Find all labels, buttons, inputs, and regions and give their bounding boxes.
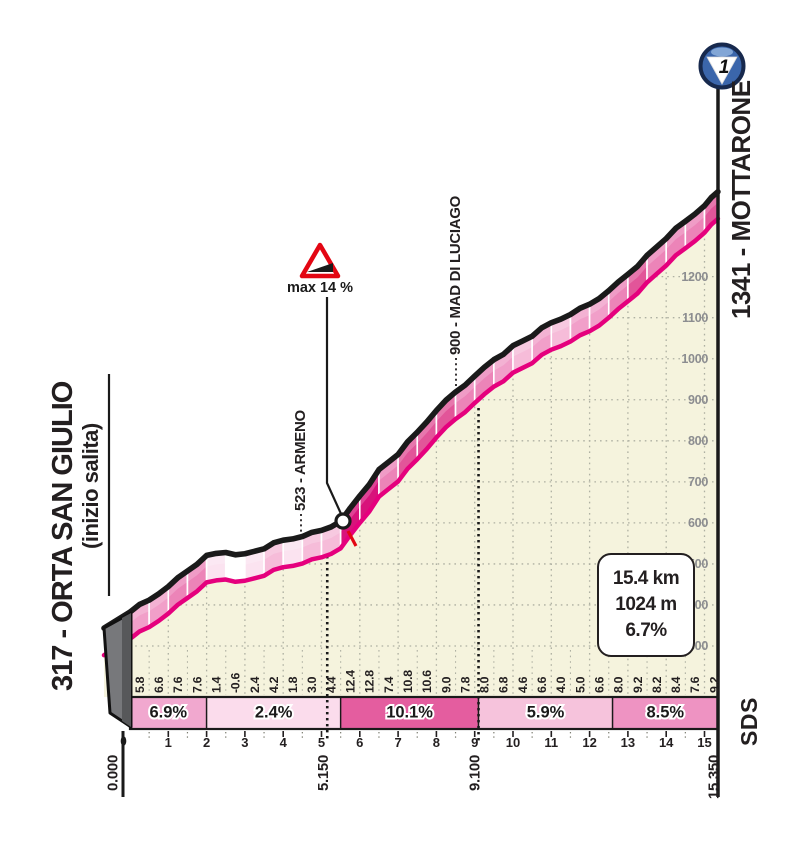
km-tick-label: 8	[433, 735, 440, 750]
start-dot	[120, 736, 127, 746]
km-tick-label: 12	[582, 735, 596, 750]
halfkm-gradient-label: 1.8	[286, 676, 300, 693]
halfkm-gradient-label: 3.0	[305, 676, 319, 693]
km-tick-label: 15	[697, 735, 711, 750]
halfkm-gradient-label: 7.6	[190, 676, 204, 693]
halfkm-gradient-label: 6.6	[592, 676, 606, 693]
climb-elevation-gain: 1024 m	[615, 594, 677, 615]
halfkm-gradient-label: 8.0	[478, 676, 492, 693]
ribbon-bevel	[104, 191, 718, 640]
elevation-tick-label: 700	[688, 475, 708, 489]
halfkm-gradient-label: 8.0	[612, 676, 626, 693]
climb-avg-gradient: 6.7%	[625, 620, 667, 641]
start-block	[102, 611, 133, 729]
km-tick-label: 9	[471, 735, 478, 750]
halfkm-gradient-label: 7.8	[458, 676, 472, 693]
km-axis: 1 2 3 4 5 6 7 8 9 10 11 12 13 14 15	[148, 731, 712, 750]
halfkm-gradient-label: 12.8	[363, 670, 377, 693]
km-tick-label: 3	[241, 735, 248, 750]
gradient-segment-label: 2.4%	[255, 704, 293, 722]
halfkm-gradient-label: 8.2	[650, 676, 664, 693]
start-location-subtitle: (inizio salita)	[78, 423, 103, 549]
badge-highlight	[711, 47, 733, 57]
max-gradient-point	[334, 512, 352, 530]
distance-labels: 0.000 5.150 9.100 15.350	[105, 755, 723, 799]
halfkm-gradient-label: 7.6	[171, 676, 185, 693]
warning-slope-glyph	[307, 263, 333, 272]
gradient-segment-label: 6.9%	[149, 704, 187, 722]
profile-line	[101, 216, 721, 658]
halfkm-gradient-label: 4.4	[324, 676, 338, 693]
km-tick-label: 4	[280, 735, 288, 750]
gradient-segment-label: 8.5%	[646, 704, 684, 722]
halfkm-gradient-label: 4.6	[516, 676, 530, 693]
sds-logo: SDS	[736, 697, 762, 746]
elevation-tick-label: 900	[688, 393, 708, 407]
halfkm-gradient-label: 4.0	[554, 676, 568, 693]
halfkm-gradient-label: 7.4	[382, 676, 396, 693]
elevation-tick-label: 600	[688, 516, 708, 530]
km-tick-label: 13	[621, 735, 635, 750]
road-line	[101, 188, 721, 631]
elevation-tick-label: 1000	[681, 352, 708, 366]
max-gradient-leader	[325, 297, 344, 517]
gradient-segment-label: 10.1%	[386, 704, 433, 722]
km-tick-label: 5	[318, 735, 325, 750]
halfkm-gradient-label: 9.2	[631, 676, 645, 693]
waypoint-label-armeno: 523 - ARMENO	[292, 410, 309, 511]
halfkm-gradient-label: 4.2	[267, 676, 281, 693]
distance-marker-label: 5.150	[315, 755, 332, 791]
halfkm-gradient-label: 6.8	[497, 676, 511, 693]
halfkm-gradient-label: 2.4	[248, 676, 262, 693]
km-tick-label: 14	[659, 735, 674, 750]
halfkm-gradient-labels: 5.8 6.6 7.6 7.6 1.4 -0.6 2.4 4.2 1.8 3.0 4.4 12.4 12…	[133, 670, 722, 693]
halfkm-gradient-label: 5.0	[573, 676, 587, 693]
halfkm-gradient-label: 6.6	[535, 676, 549, 693]
halfkm-gradient-label: 7.6	[688, 676, 702, 693]
distance-marker-label: 0.000	[105, 755, 122, 791]
climb-distance: 15.4 km	[612, 568, 680, 589]
km-tick-label: 6	[356, 735, 363, 750]
halfkm-gradient-label: -0.6	[229, 673, 243, 693]
km-tick-label: 1	[165, 735, 172, 750]
elevation-tick-label: 1200	[681, 270, 708, 284]
max-gradient-label: max 14 %	[287, 280, 353, 296]
halfkm-gradient-label: 9.2	[707, 676, 721, 693]
halfkm-gradient-label: 10.6	[420, 670, 434, 693]
km-tick-label: 7	[394, 735, 401, 750]
badge-category-number: 1	[719, 57, 730, 78]
halfkm-gradient-label: 1.4	[209, 676, 223, 693]
elevation-tick-label: 1100	[682, 311, 708, 325]
km-tick-label: 10	[506, 735, 520, 750]
climb-stats-box: 15.4 km 1024 m 6.7%	[597, 553, 695, 657]
category-badge: 1	[698, 42, 746, 90]
plot-area	[104, 218, 718, 697]
halfkm-gradient-label: 5.8	[133, 676, 147, 693]
distance-marker-lines	[325, 408, 480, 742]
max-gradient-marker: max 14 %	[287, 242, 358, 547]
badge-triangle	[706, 56, 738, 85]
distance-marker-label: 15.350	[706, 755, 723, 799]
halfkm-gradient-label: 8.4	[669, 676, 683, 693]
halfkm-gradient-label: 12.4	[344, 670, 358, 693]
gradient-band: 6.9% 2.4% 10.1% 5.9% 8.5%	[128, 695, 720, 731]
halfkm-gradient-label: 10.8	[401, 670, 415, 693]
finish-location-title: 1341 - MOTTARONE	[726, 80, 756, 319]
max-gradient-red-tick	[346, 530, 358, 547]
km-tick-label: 2	[203, 735, 210, 750]
waypoint-label-luciago: 900 - MAD DI LUCIAGO	[447, 195, 464, 355]
km-tick-label: 11	[544, 735, 558, 750]
start-location-title: 317 - ORTA SAN GIULIO	[47, 381, 79, 691]
halfkm-gradient-label: 9.0	[439, 676, 453, 693]
distance-marker-label: 9.100	[466, 755, 483, 791]
elevation-tick-label: 800	[688, 434, 708, 448]
halfkm-gradient-label: 6.6	[152, 676, 166, 693]
gradient-segment-label: 5.9%	[527, 704, 565, 722]
